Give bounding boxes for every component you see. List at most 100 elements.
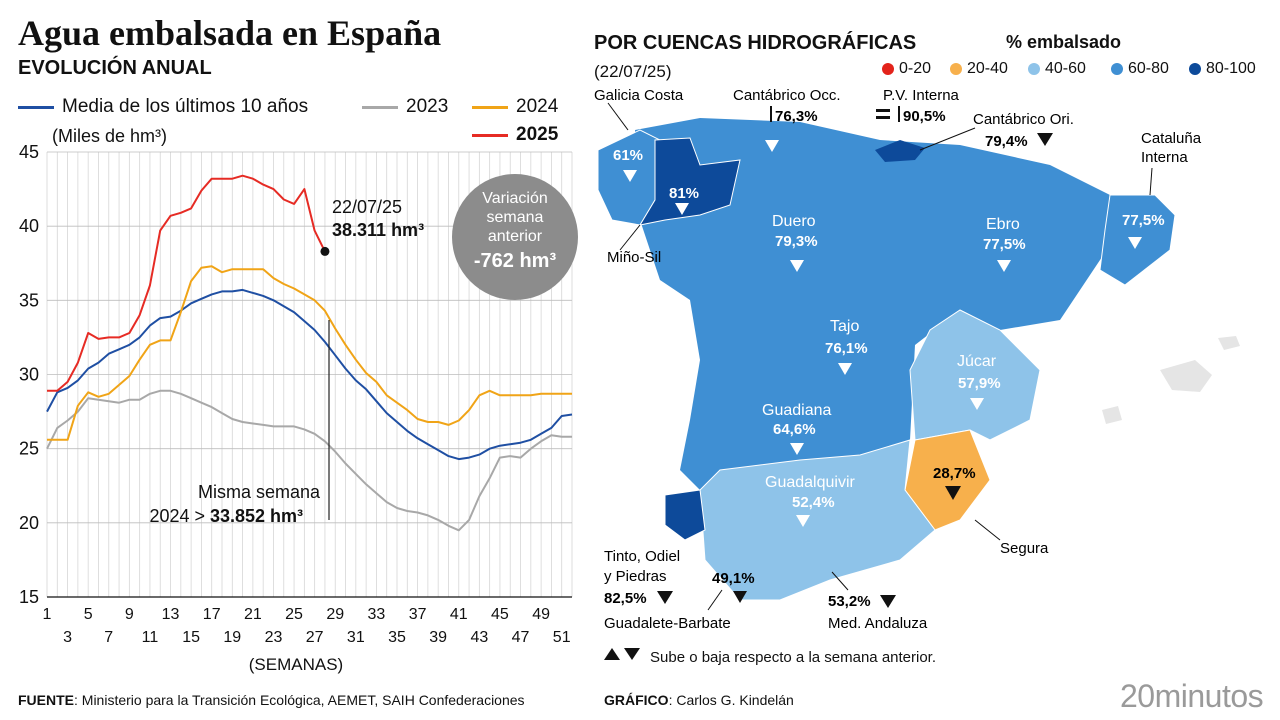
jucar-down-icon <box>970 398 984 410</box>
x-tick-label: 9 <box>125 606 134 623</box>
legend-2025-label: 2025 <box>516 124 559 145</box>
cantabrico-occ-down-icon <box>765 140 779 152</box>
x-tick-label: 13 <box>162 606 180 623</box>
segura-leader <box>974 519 1001 541</box>
pv-interna-name: P.V. Interna <box>883 87 960 104</box>
current-value-dot <box>320 246 330 256</box>
guadalete-pct: 49,1% <box>712 570 755 587</box>
x-tick-label: 43 <box>470 629 488 646</box>
legend-2023: 2023 <box>362 96 448 118</box>
variation-line1: Variación <box>482 190 548 207</box>
x-tick-label: 39 <box>429 629 447 646</box>
same-week-label: Misma semana <box>198 482 321 502</box>
map-legend-40-60: 40-60 <box>1028 60 1086 78</box>
same-week-prefix: 2024 > <box>149 506 205 526</box>
x-tick-label: 41 <box>450 606 468 623</box>
guadalete-down-icon <box>733 591 747 603</box>
legend-dot-orange <box>950 63 962 75</box>
segura-pct: 28,7% <box>933 465 976 482</box>
cataluna-pct: 77,5% <box>1122 212 1165 229</box>
galicia-leader <box>607 102 629 131</box>
tinto-name-1: Tinto, Odiel <box>604 548 680 565</box>
legend-2023-swatch <box>362 105 398 109</box>
y-tick-label: 25 <box>19 439 39 459</box>
map-date: (22/07/25) <box>594 62 672 81</box>
y-axis: 15 20 25 30 35 40 45 <box>19 142 39 607</box>
legend-2025-swatch <box>472 133 508 137</box>
x-tick-label: 1 <box>43 606 52 623</box>
x-tick-label: 25 <box>285 606 303 623</box>
med-andaluza-name: Med. Andaluza <box>828 615 928 632</box>
current-date-label: 22/07/25 <box>332 197 402 217</box>
down-triangle-icon <box>624 648 640 660</box>
legend-2025: 2025 <box>472 124 558 146</box>
med-andaluza-down-icon <box>880 595 896 608</box>
chart-subtitle: EVOLUCIÓN ANUAL <box>18 57 212 79</box>
x-tick-label: 27 <box>306 629 324 646</box>
segura-down-icon <box>945 486 961 500</box>
x-tick-label: 29 <box>326 606 344 623</box>
tinto-pct: 82,5% <box>604 590 647 607</box>
x-tick-label: 49 <box>532 606 550 623</box>
x-tick-label: 11 <box>142 629 159 646</box>
basin-tinto-odiel-piedras <box>664 489 706 541</box>
legend-2024-swatch <box>472 105 508 109</box>
basin-pv-interna <box>875 140 925 162</box>
tinto-down-icon <box>657 591 673 604</box>
x-axis-title: (SEMANAS) <box>249 655 343 674</box>
legend-dot-darkblue <box>1189 63 1201 75</box>
series-line-media-de-los-ltimos-10-a-os <box>46 288 573 461</box>
x-tick-label: 21 <box>244 606 262 623</box>
current-value-label: 38.311 hm³ <box>332 220 424 240</box>
x-axis: 1 5 9 13 17 21 25 29 33 37 41 45 493 7 11 15 19 23 27 31 35 3… <box>43 596 572 646</box>
duero-name: Duero <box>772 213 816 230</box>
mallorca-island <box>1160 360 1212 392</box>
tinto-name-2: y Piedras <box>604 568 667 585</box>
variation-line3: anterior <box>488 228 543 245</box>
duero-pct: 79,3% <box>775 233 818 250</box>
variation-bubble <box>452 174 578 300</box>
y-tick-label: 45 <box>19 142 39 162</box>
pv-equal-icon-bottom <box>876 116 890 119</box>
x-tick-label: 37 <box>409 606 427 623</box>
segura-name: Segura <box>1000 540 1049 557</box>
basin-60-80-region <box>635 118 1120 490</box>
y-tick-label: 20 <box>19 513 39 533</box>
x-tick-label: 3 <box>63 629 72 646</box>
y-tick-label: 35 <box>19 290 39 310</box>
y-tick-label: 40 <box>19 216 39 236</box>
map-note: Sube o baja respecto a la semana anterio… <box>650 649 936 666</box>
galicia-down-icon <box>623 170 637 182</box>
up-triangle-icon <box>604 648 620 660</box>
map-legend-0-20: 0-20 <box>882 60 931 78</box>
guadalete-leader <box>707 589 723 611</box>
map-legend-20-40: 20-40 <box>950 60 1008 78</box>
same-week-value: 33.852 hm³ <box>210 506 303 526</box>
tajo-name: Tajo <box>830 318 859 335</box>
x-tick-label: 15 <box>182 629 200 646</box>
mino-sil-name: Miño-Sil <box>607 249 661 266</box>
basin-jucar <box>909 309 1041 441</box>
chart-series <box>46 174 573 532</box>
guadiana-name: Guadiana <box>762 402 831 419</box>
x-tick-label: 35 <box>388 629 406 646</box>
graphic-label: GRÁFICO <box>604 692 669 708</box>
cantabrico-ori-name: Cantábrico Ori. <box>973 111 1074 128</box>
mino-sil-down-icon <box>675 203 689 215</box>
legend-2024-label: 2024 <box>516 96 559 117</box>
basin-mino-sil <box>638 137 741 226</box>
ebro-down-icon <box>997 260 1011 272</box>
y-units-label: (Miles de hm³) <box>52 126 168 146</box>
variation-value: -762 hm³ <box>474 250 557 272</box>
ebro-name: Ebro <box>986 216 1020 233</box>
galicia-costa-pct: 61% <box>613 147 643 164</box>
med-andaluza-leader <box>831 571 849 591</box>
source-text: : Ministerio para la Transición Ecológic… <box>74 692 525 708</box>
legend-dot-lightblue <box>1028 63 1040 75</box>
source-label: FUENTE <box>18 692 74 708</box>
brand-logo: 20minutos <box>1120 678 1264 714</box>
map-title: POR CUENCAS HIDROGRÁFICAS <box>594 32 917 54</box>
chart-title: Agua embalsada en España <box>18 13 442 53</box>
tajo-pct: 76,1% <box>825 340 868 357</box>
cataluna-name-2: Interna <box>1141 149 1188 166</box>
